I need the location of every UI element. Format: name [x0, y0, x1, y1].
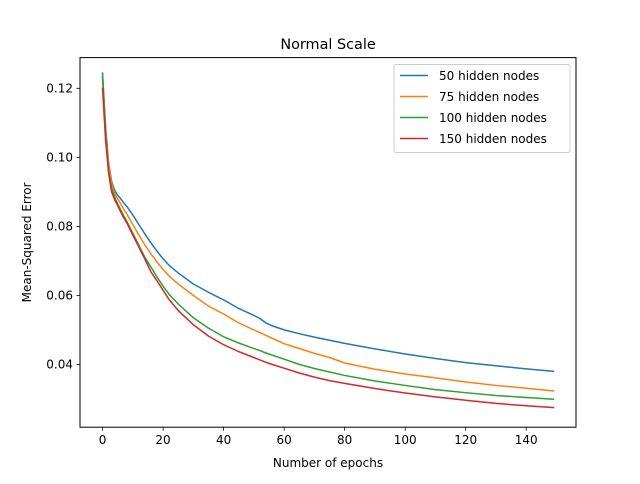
y-tick-label: 0.12	[46, 82, 73, 96]
x-tick-label: 120	[454, 433, 477, 447]
x-tick-label: 80	[337, 433, 352, 447]
x-tick-label: 100	[394, 433, 417, 447]
y-tick-label: 0.10	[46, 151, 73, 165]
x-tick-label: 20	[155, 433, 170, 447]
series-line-0	[101, 72, 555, 373]
y-tick-label: 0.08	[46, 220, 73, 234]
series-lines	[101, 72, 555, 409]
legend: 50 hidden nodes 75 hidden nodes 100 hidden…	[393, 64, 571, 153]
plot-frame	[79, 57, 577, 428]
series-line-1	[101, 77, 555, 392]
x-tick-label: 0	[99, 433, 107, 447]
y-tick-label: 0.06	[46, 289, 73, 303]
x-tick-label: 140	[515, 433, 538, 447]
x-tick-label: 40	[216, 433, 231, 447]
series-line-2	[101, 75, 555, 401]
legend-label: 100 hidden nodes	[439, 111, 547, 125]
y-axis-label: Mean-Squared Error	[20, 182, 34, 302]
series-line-3	[101, 87, 555, 409]
chart-title: Normal Scale	[280, 37, 376, 53]
legend-label: 50 hidden nodes	[439, 69, 539, 83]
legend-label: 150 hidden nodes	[439, 132, 547, 146]
legend-box	[393, 64, 571, 153]
x-tick-label: 60	[276, 433, 291, 447]
axis-ticks: 0 20 40 60 80 100 120 140 0.04 0.06 0.08 0.10 0.12	[46, 82, 537, 448]
x-axis-label: Number of epochs	[273, 456, 383, 470]
legend-label: 75 hidden nodes	[439, 90, 539, 104]
y-tick-label: 0.04	[46, 358, 73, 372]
